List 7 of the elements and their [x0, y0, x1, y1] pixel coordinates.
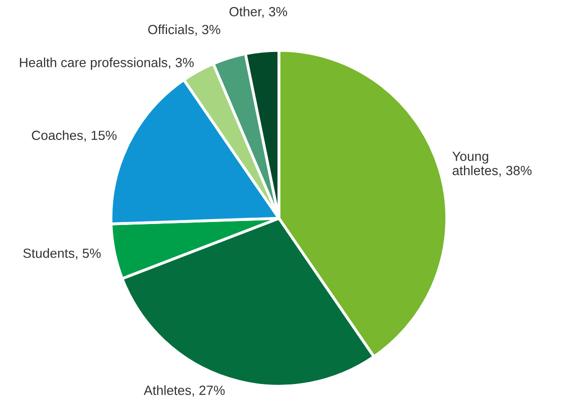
slice-label: Students, 5% [23, 248, 101, 260]
slice-label: Health care professionals, 3% [20, 58, 194, 70]
slice-label: Officials, 3% [148, 24, 220, 36]
slice-label: Athletes, 27% [144, 385, 225, 397]
slice-label: Coaches, 15% [32, 130, 117, 142]
slice-label: Other, 3% [229, 6, 288, 18]
slice-label: Young athletes, 38% [452, 152, 532, 177]
